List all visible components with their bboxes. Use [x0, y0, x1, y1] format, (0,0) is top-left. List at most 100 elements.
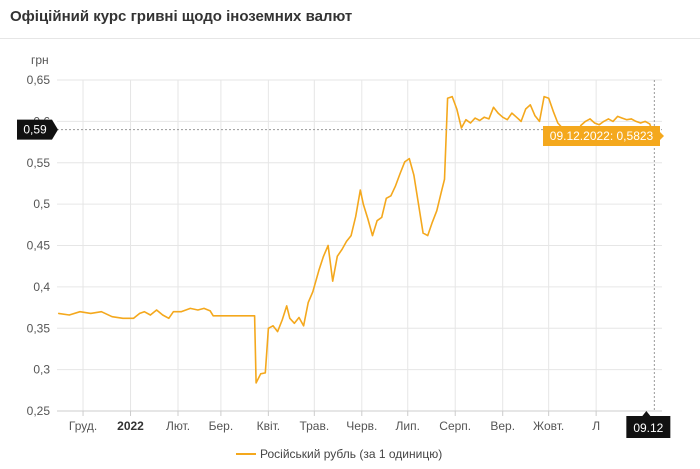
data-point [511, 112, 513, 114]
data-point [427, 234, 429, 237]
data-point [253, 315, 256, 317]
crosshair-x-label: 09.12 [633, 421, 663, 435]
data-point [465, 119, 467, 121]
data-point [626, 119, 628, 121]
data-point [355, 215, 357, 218]
data-point [68, 314, 70, 316]
y-tick-label: 0,25 [27, 404, 51, 418]
data-point [289, 317, 291, 319]
x-tick-label: Трав. [299, 419, 329, 433]
data-point [488, 118, 490, 120]
x-tick-label: Л [592, 419, 600, 433]
data-point [367, 218, 369, 220]
data-point [385, 197, 387, 199]
data-point [515, 116, 518, 118]
x-tick-label: Лют. [166, 419, 190, 433]
data-point [327, 244, 329, 247]
data-point [584, 120, 587, 122]
data-point [443, 178, 446, 180]
data-point [436, 210, 438, 212]
data-point [469, 122, 472, 124]
data-point [399, 172, 401, 175]
data-point [552, 110, 554, 113]
data-point [172, 311, 175, 313]
data-point [502, 116, 504, 118]
data-point [440, 191, 443, 193]
data-point [548, 97, 550, 99]
data-point [598, 124, 600, 126]
data-point [79, 311, 81, 313]
grid [57, 79, 662, 416]
data-point [474, 117, 476, 119]
data-point [603, 120, 605, 122]
data-point [381, 216, 383, 218]
data-point [180, 311, 182, 313]
data-point [286, 305, 288, 307]
data-point [644, 120, 646, 122]
crosshair-x-marker [626, 411, 671, 438]
data-point [132, 317, 135, 319]
data-point [543, 95, 545, 98]
data-point [492, 106, 495, 108]
y-axis: 0,250,30,350,40,450,50,550,60,65 [27, 73, 51, 418]
y-axis-label: грн [31, 53, 49, 67]
y-tick-label: 0,45 [27, 239, 51, 253]
data-point [376, 220, 378, 222]
x-tick-label: Бер. [209, 419, 234, 433]
data-point [244, 315, 246, 317]
data-point [621, 117, 623, 119]
data-point [520, 120, 522, 122]
y-tick-label: 0,4 [33, 280, 50, 294]
data-point [255, 382, 257, 384]
data-point [209, 310, 211, 312]
data-point [345, 240, 348, 242]
data-point [404, 161, 406, 163]
data-point [57, 312, 60, 314]
crosshair: 0,59 09.12 09.12.2022: 0,5823 [17, 80, 671, 438]
x-tick-label: Вер. [490, 419, 515, 433]
data-point [307, 301, 309, 304]
data-point [90, 312, 92, 314]
data-point [607, 118, 609, 120]
data-point [422, 232, 424, 234]
data-point [272, 325, 274, 327]
data-point [302, 325, 305, 327]
data-point [456, 108, 458, 110]
data-point [497, 112, 499, 114]
data-point [359, 189, 361, 191]
legend[interactable]: Російський рубль (за 1 одиницю) [236, 447, 442, 461]
y-tick-label: 0,35 [27, 321, 51, 335]
data-point [318, 269, 320, 271]
data-point [534, 114, 536, 117]
data-point [260, 373, 262, 375]
data-point [162, 314, 164, 316]
x-tick-label: Лип. [396, 419, 420, 433]
data-point [580, 124, 582, 127]
data-point [298, 316, 300, 319]
data-point [529, 104, 531, 106]
legend-item-label[interactable]: Російський рубль (за 1 одиницю) [260, 447, 442, 461]
data-point [341, 249, 343, 251]
data-point [460, 127, 462, 129]
data-point [506, 119, 508, 121]
data-point [234, 315, 236, 317]
data-point [223, 315, 225, 317]
data-point [635, 120, 637, 122]
data-point [293, 322, 296, 324]
data-point [616, 115, 619, 118]
y-tick-label: 0,3 [33, 363, 50, 377]
data-point [332, 280, 334, 282]
data-point [413, 174, 415, 176]
data-point [281, 319, 283, 321]
data-point [143, 311, 145, 313]
data-point [189, 307, 191, 309]
data-point [264, 372, 266, 374]
data-point [155, 309, 158, 311]
data-point [336, 255, 338, 257]
tooltip-box [543, 126, 664, 147]
data-point [350, 234, 352, 237]
data-point [557, 122, 559, 124]
crosshair-y-marker [17, 119, 58, 140]
data-point [122, 317, 124, 319]
